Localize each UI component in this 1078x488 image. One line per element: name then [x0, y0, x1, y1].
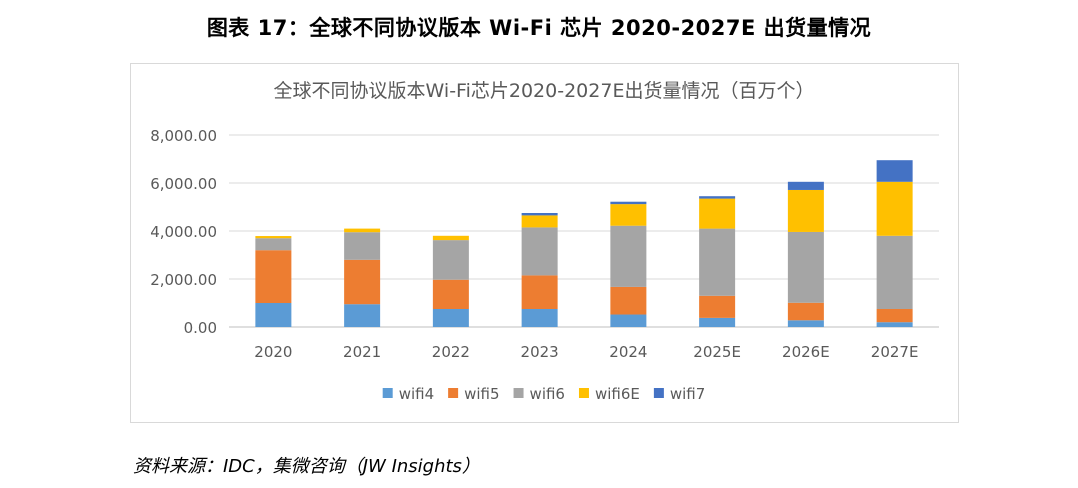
- bar-segment-wifi6: [432, 240, 469, 280]
- bar-segment-wifi7: [876, 160, 913, 182]
- bar-segment-wifi7: [610, 201, 647, 205]
- x-tick-label: 2023: [521, 343, 559, 361]
- bar-segment-wifi4: [432, 309, 469, 327]
- bar-segment-wifi4: [344, 304, 381, 327]
- legend-label-wifi4: wifi4: [399, 385, 434, 403]
- bar-segment-wifi6E: [344, 228, 381, 233]
- bar-segment-wifi6E: [432, 235, 469, 241]
- bar-segment-wifi6E: [521, 215, 558, 228]
- bar-segment-wifi7: [787, 181, 824, 190]
- bar-segment-wifi5: [432, 279, 469, 309]
- legend-swatch-wifi6: [513, 388, 524, 398]
- legend-label-wifi5: wifi5: [464, 385, 499, 403]
- y-tick-label: 8,000.00: [150, 127, 217, 145]
- bar-segment-wifi4: [787, 320, 824, 327]
- y-axis-tick-labels: 0.00 2,000.00 4,000.00 6,000.00 8,000.00: [150, 127, 217, 337]
- y-tick-label: 6,000.00: [150, 175, 217, 193]
- x-tick-label: 2022: [432, 343, 470, 361]
- bar-segment-wifi6: [521, 227, 558, 276]
- bar-segment-wifi6: [344, 232, 381, 260]
- source-note: 资料来源：IDC，集微咨询（JW Insights）: [133, 456, 480, 477]
- x-tick-label: 2026E: [782, 343, 830, 361]
- bar-segment-wifi4: [521, 309, 558, 327]
- legend: wifi4 wifi5 wifi6 wifi6E wifi7: [382, 385, 705, 403]
- bar-segment-wifi4: [876, 322, 913, 327]
- x-tick-label: 2025E: [693, 343, 741, 361]
- bar-segment-wifi5: [787, 302, 824, 321]
- bar-segment-wifi6E: [876, 181, 913, 236]
- bar-segment-wifi7: [521, 213, 558, 216]
- bar-segment-wifi4: [255, 303, 292, 327]
- bar-segment-wifi6: [699, 228, 736, 296]
- bar-segment-wifi6E: [699, 198, 736, 229]
- bar-segment-wifi6E: [610, 204, 647, 226]
- x-axis-tick-labels: 2020 2021 2022 2023 2024 2025E 2026E 2027E: [254, 343, 918, 361]
- y-tick-label: 4,000.00: [150, 223, 217, 241]
- legend-swatch-wifi7: [653, 388, 664, 398]
- bar-segment-wifi6: [255, 238, 292, 251]
- gridlines: [229, 134, 939, 328]
- chart-title: 全球不同协议版本Wi-Fi芯片2020-2027E出货量情况（百万个）: [274, 80, 815, 102]
- bar-segment-wifi5: [876, 309, 913, 323]
- legend-label-wifi6: wifi6: [530, 385, 565, 403]
- bar-segment-wifi4: [699, 317, 736, 327]
- legend-label-wifi7: wifi7: [670, 385, 705, 403]
- x-tick-label: 2024: [609, 343, 647, 361]
- y-tick-label: 0.00: [184, 319, 217, 337]
- bars: [255, 160, 913, 327]
- x-tick-label: 2021: [343, 343, 381, 361]
- x-tick-label: 2020: [254, 343, 292, 361]
- figure-title: 图表 17：全球不同协议版本 Wi-Fi 芯片 2020-2027E 出货量情况: [206, 16, 872, 40]
- bar-segment-wifi6E: [787, 189, 824, 232]
- legend-swatch-wifi4: [382, 388, 393, 398]
- x-tick-label: 2027E: [871, 343, 919, 361]
- legend-swatch-wifi6E: [578, 388, 589, 398]
- bar-segment-wifi6: [876, 235, 913, 309]
- bar-segment-wifi5: [255, 250, 292, 303]
- bar-segment-wifi5: [610, 286, 647, 315]
- bar-segment-wifi5: [521, 275, 558, 309]
- bar-segment-wifi6: [610, 225, 647, 287]
- bar-segment-wifi5: [344, 259, 381, 305]
- bar-segment-wifi4: [610, 314, 647, 327]
- bar-segment-wifi6: [787, 231, 824, 303]
- bar-segment-wifi5: [699, 295, 736, 318]
- chart-frame: 全球不同协议版本Wi-Fi芯片2020-2027E出货量情况（百万个） 0.00…: [130, 63, 959, 423]
- y-tick-label: 2,000.00: [150, 271, 217, 289]
- bar-segment-wifi7: [699, 196, 736, 199]
- legend-label-wifi6E: wifi6E: [595, 385, 640, 403]
- stacked-bar-chart: 全球不同协议版本Wi-Fi芯片2020-2027E出货量情况（百万个） 0.00…: [150, 80, 939, 403]
- legend-swatch-wifi5: [448, 388, 459, 398]
- bar-segment-wifi6E: [255, 236, 292, 239]
